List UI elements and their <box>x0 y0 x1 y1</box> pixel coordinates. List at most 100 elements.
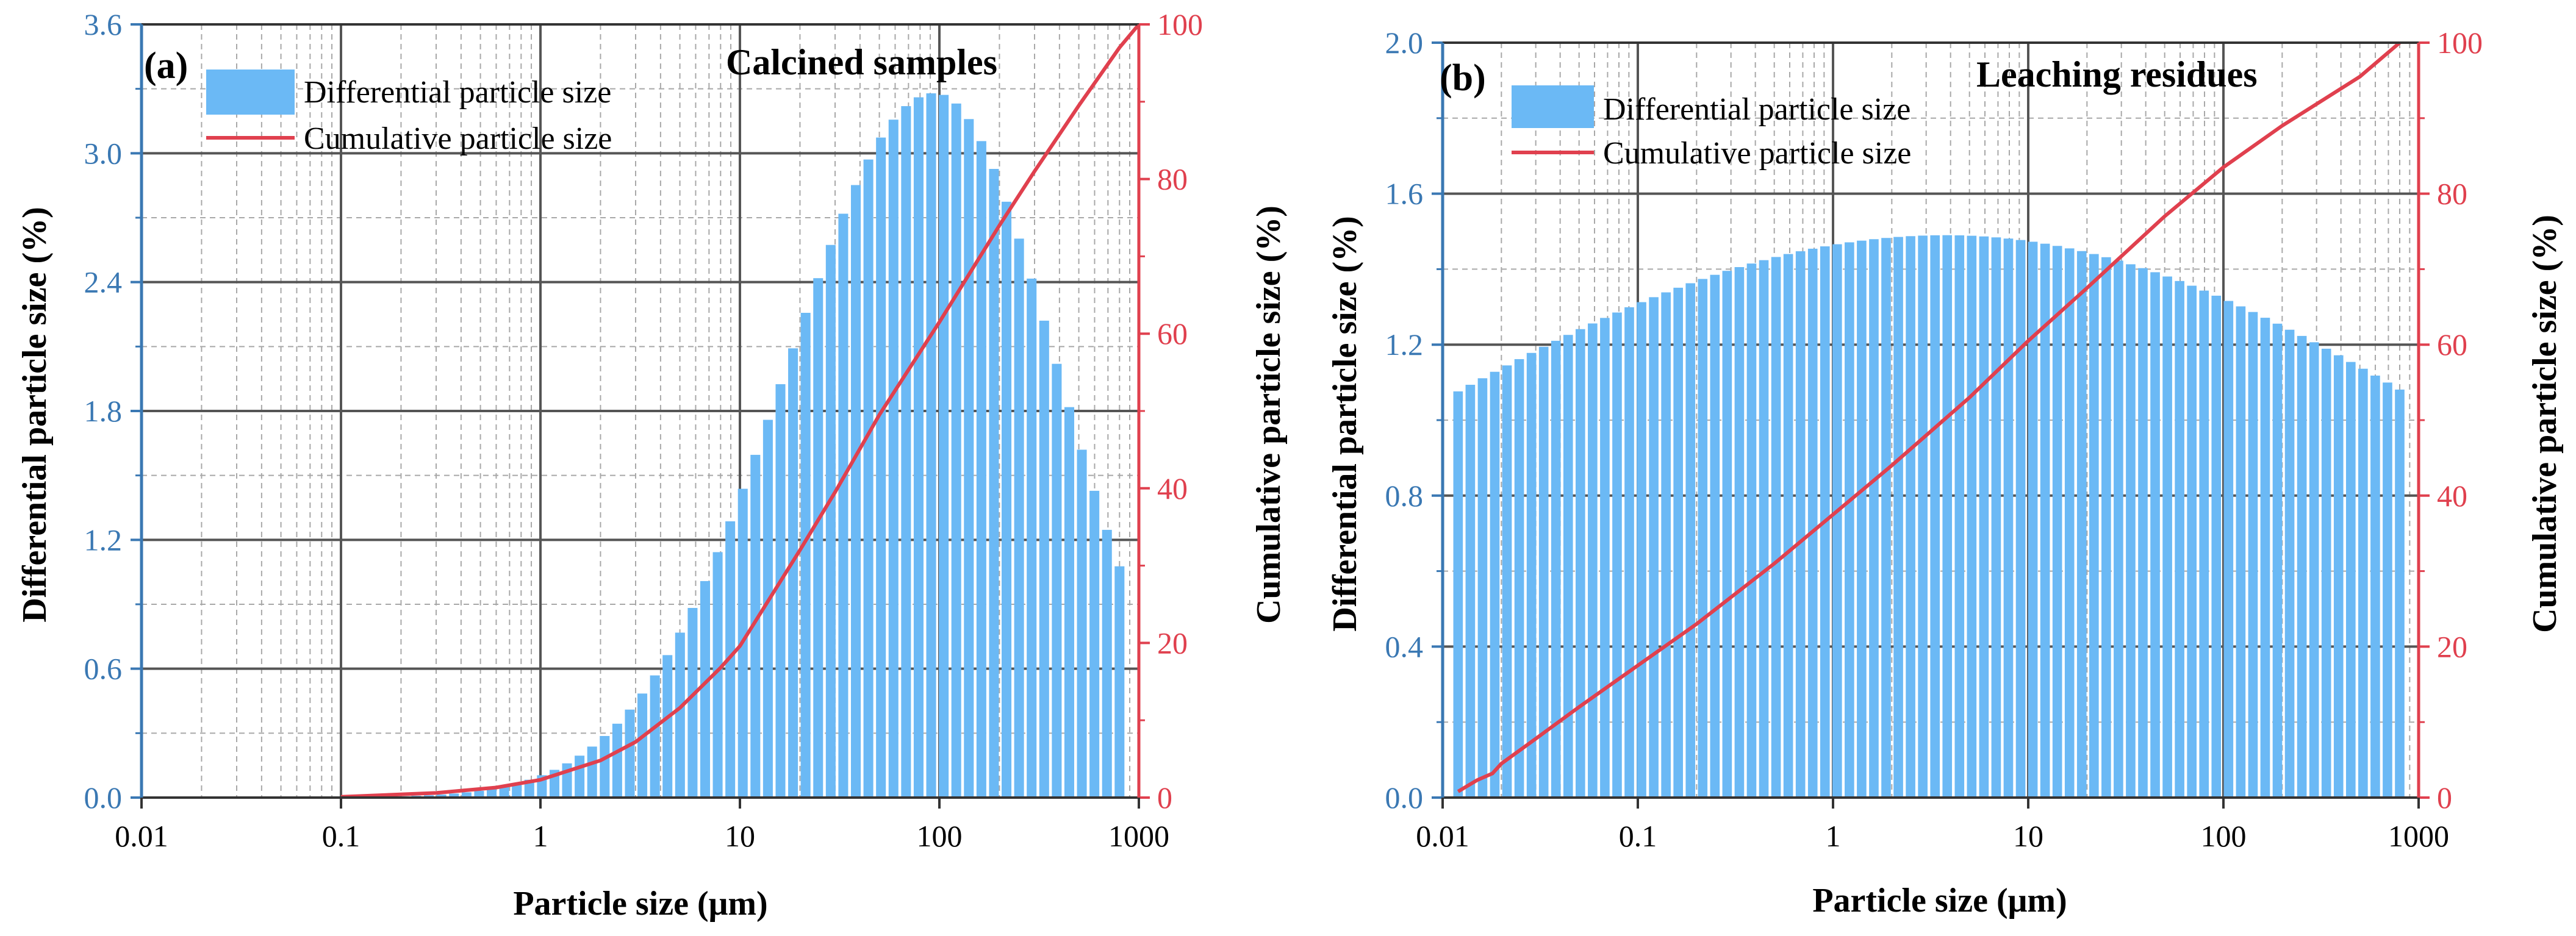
a-differential-bar <box>486 788 497 798</box>
b-left-tick-label: 0.4 <box>1385 629 1424 663</box>
a-differential-bar <box>461 792 472 798</box>
b-differential-bar <box>1746 263 1757 798</box>
b-differential-bar <box>1869 239 1879 798</box>
panel-b-legend-bar-label: Differential particle size <box>1603 92 1910 127</box>
panel-a-x-axis-title: Particle size (μm) <box>513 885 767 923</box>
b-differential-bar <box>1661 292 1671 798</box>
panel-b-differential-bars <box>1453 235 2405 798</box>
b-differential-bar <box>2076 251 2087 798</box>
panel-b-legend-line-label: Cumulative particle size <box>1603 136 1911 171</box>
b-differential-bar <box>1649 297 1659 798</box>
panel-a-right-axis-title: Cumulative particle size (%) <box>1250 205 1288 624</box>
b-differential-bar <box>2260 318 2270 798</box>
panel-b-label: (b) <box>1440 57 1486 99</box>
b-left-tick-label: 1.2 <box>1385 327 1424 362</box>
b-differential-bar <box>2187 285 2197 798</box>
b-left-tick-label: 2.0 <box>1385 26 1424 60</box>
b-differential-bar <box>1465 385 1476 798</box>
b-differential-bar <box>1942 235 1953 798</box>
a-differential-bar <box>600 735 610 798</box>
a-differential-bar <box>1039 320 1049 798</box>
a-x-tick-label: 0.01 <box>115 819 168 853</box>
a-differential-bar <box>989 169 999 798</box>
a-differential-bar <box>939 95 949 798</box>
a-differential-bar <box>700 581 711 798</box>
b-differential-bar <box>2395 389 2405 798</box>
a-differential-bar <box>1089 490 1100 798</box>
panel-b-legend-bar-swatch <box>1512 85 1594 128</box>
b-differential-bar <box>1453 391 1463 798</box>
b-x-tick-label: 0.1 <box>1619 819 1657 853</box>
panel-b-leaching-residues: 0.0 0.4 0.8 1.2 1.6 2.0 0 20 40 60 80 100 0.01 0.1 1… <box>1326 26 2564 920</box>
b-differential-bar <box>1881 238 1891 798</box>
b-differential-bar <box>2223 301 2234 798</box>
a-differential-bar <box>499 786 509 798</box>
b-x-tick-label: 1 <box>1826 819 1841 853</box>
a-right-tick-label: 60 <box>1157 316 1188 351</box>
panel-b-left-axis-ticks: 0.0 0.4 0.8 1.2 1.6 2.0 <box>1385 26 1443 815</box>
b-differential-bar <box>1857 240 1867 798</box>
a-differential-bar <box>675 632 685 798</box>
b-differential-bar <box>2089 254 2099 798</box>
panel-a-cumulative-line <box>340 23 1141 799</box>
b-differential-bar <box>1551 340 1561 798</box>
b-differential-bar <box>2175 280 2184 798</box>
b-differential-bar <box>2248 312 2258 798</box>
b-differential-bar <box>2138 268 2148 798</box>
a-left-tick-label: 1.8 <box>84 394 123 428</box>
a-left-tick-label: 2.4 <box>84 265 123 299</box>
b-right-tick-label: 40 <box>2437 479 2467 513</box>
b-differential-bar <box>1624 307 1634 798</box>
b-differential-bar <box>2383 382 2392 798</box>
a-differential-bar <box>1014 238 1024 798</box>
b-differential-bar <box>2015 240 2026 798</box>
b-differential-bar <box>2370 375 2380 798</box>
a-x-tick-label: 10 <box>725 819 755 853</box>
b-differential-bar <box>1490 371 1500 798</box>
b-differential-bar <box>1698 279 1708 798</box>
a-differential-bar <box>662 655 673 798</box>
panel-b-title: Leaching residues <box>1976 54 2258 95</box>
b-differential-bar <box>1979 236 1989 798</box>
b-differential-bar <box>2150 272 2160 798</box>
a-differential-bar <box>512 783 522 798</box>
a-differential-bar <box>913 97 924 798</box>
a-differential-bar <box>951 103 961 798</box>
a-differential-bar <box>926 93 936 798</box>
a-differential-bar <box>637 693 648 798</box>
b-differential-bar <box>1502 365 1512 798</box>
b-differential-bar <box>1807 248 1818 798</box>
a-left-tick-label: 3.0 <box>84 136 123 170</box>
a-differential-bar <box>575 756 585 798</box>
a-right-tick-label: 20 <box>1157 626 1188 660</box>
panel-b-x-axis-ticks: 0.01 0.1 1 10 100 1000 <box>1416 798 2449 853</box>
a-left-tick-label: 0.0 <box>84 781 123 815</box>
panel-a-left-axis-title: Differential particle size (%) <box>16 207 54 623</box>
a-differential-bar <box>612 723 622 798</box>
b-right-tick-label: 60 <box>2437 327 2467 362</box>
a-differential-bar <box>750 454 761 798</box>
a-left-tick-label: 1.2 <box>84 523 123 557</box>
b-differential-bar <box>1637 302 1646 798</box>
a-differential-bar <box>436 794 447 798</box>
a-differential-bar <box>888 120 899 798</box>
b-differential-bar <box>1954 235 1965 798</box>
a-differential-bar <box>964 119 974 798</box>
b-x-tick-label: 0.01 <box>1416 819 1469 853</box>
a-differential-bar <box>1077 449 1087 798</box>
b-x-tick-label: 100 <box>2201 819 2247 853</box>
a-differential-bar <box>1052 363 1062 798</box>
b-differential-bar <box>1832 244 1842 798</box>
a-differential-bar <box>850 185 861 798</box>
panel-b-cumulative-line <box>1457 41 2401 793</box>
a-differential-bar <box>524 779 534 798</box>
b-differential-bar <box>2284 329 2295 798</box>
a-differential-bar <box>976 141 986 798</box>
a-right-tick-label: 40 <box>1157 471 1188 506</box>
b-differential-bar <box>1918 235 1928 798</box>
b-x-tick-label: 1000 <box>2388 819 2449 853</box>
a-x-tick-label: 1 <box>533 819 548 853</box>
b-differential-bar <box>2309 342 2319 798</box>
b-differential-bar <box>2126 264 2136 798</box>
b-right-tick-label: 100 <box>2437 26 2483 60</box>
